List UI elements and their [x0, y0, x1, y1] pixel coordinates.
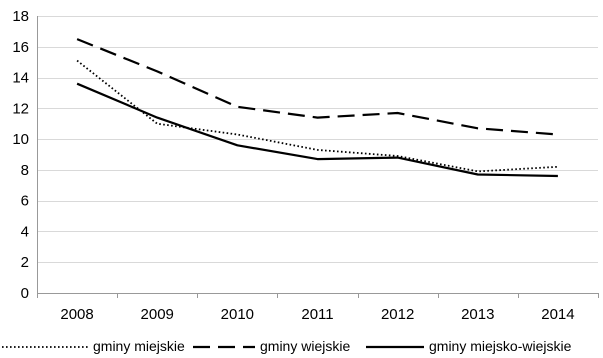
- x-tick-label-2011: 2011: [301, 306, 333, 323]
- x-tick-label-2008: 2008: [60, 306, 93, 323]
- x-tick-label-2012: 2012: [381, 306, 414, 323]
- y-tick-label: 6: [21, 193, 29, 210]
- y-tick-label: 16: [12, 39, 29, 56]
- legend-item-gminy-miejskie: gminy miejskie: [2, 338, 185, 354]
- x-tick-label-2013: 2013: [461, 306, 494, 323]
- legend-item-gminy-miejsko-wiejskie: gminy miejsko-wiejskie: [366, 338, 572, 354]
- y-tick-label: 2: [21, 254, 29, 271]
- series-line-gminy-miejsko-wiejskie: [76, 82, 558, 178]
- legend-item-gminy-wiejskie: gminy wiejskie: [193, 338, 350, 354]
- x-tick-label-2010: 2010: [221, 306, 254, 323]
- x-tick-label-2014: 2014: [541, 306, 574, 323]
- y-tick-label: 4: [21, 223, 29, 240]
- legend: gminy miejskie gminy wiejskie gminy miejsk…: [2, 338, 572, 354]
- legend-label: gminy wiejskie: [260, 338, 350, 354]
- y-tick-label: 18: [12, 8, 29, 25]
- series-line-gminy-wiejskie: [76, 38, 558, 136]
- y-tick-label: 10: [12, 131, 29, 148]
- y-tick-label: 0: [21, 285, 29, 302]
- axes: [37, 16, 599, 298]
- y-tick-labels: 0 2 4 6 8 10 12 14 16 18: [12, 8, 29, 302]
- y-tick-label: 14: [12, 70, 29, 87]
- series-line-gminy-miejskie: [76, 59, 558, 173]
- y-tick-label: 8: [21, 162, 29, 179]
- y-tick-label: 12: [12, 100, 29, 117]
- x-tick-label-2009: 2009: [141, 306, 174, 323]
- gridlines: [37, 16, 598, 263]
- legend-label: gminy miejsko-wiejskie: [429, 338, 572, 354]
- x-tick-labels: 2008 2009 2010 2011 2012 2013 2014: [60, 306, 574, 323]
- legend-label: gminy miejskie: [93, 338, 185, 354]
- series-lines: [76, 38, 558, 178]
